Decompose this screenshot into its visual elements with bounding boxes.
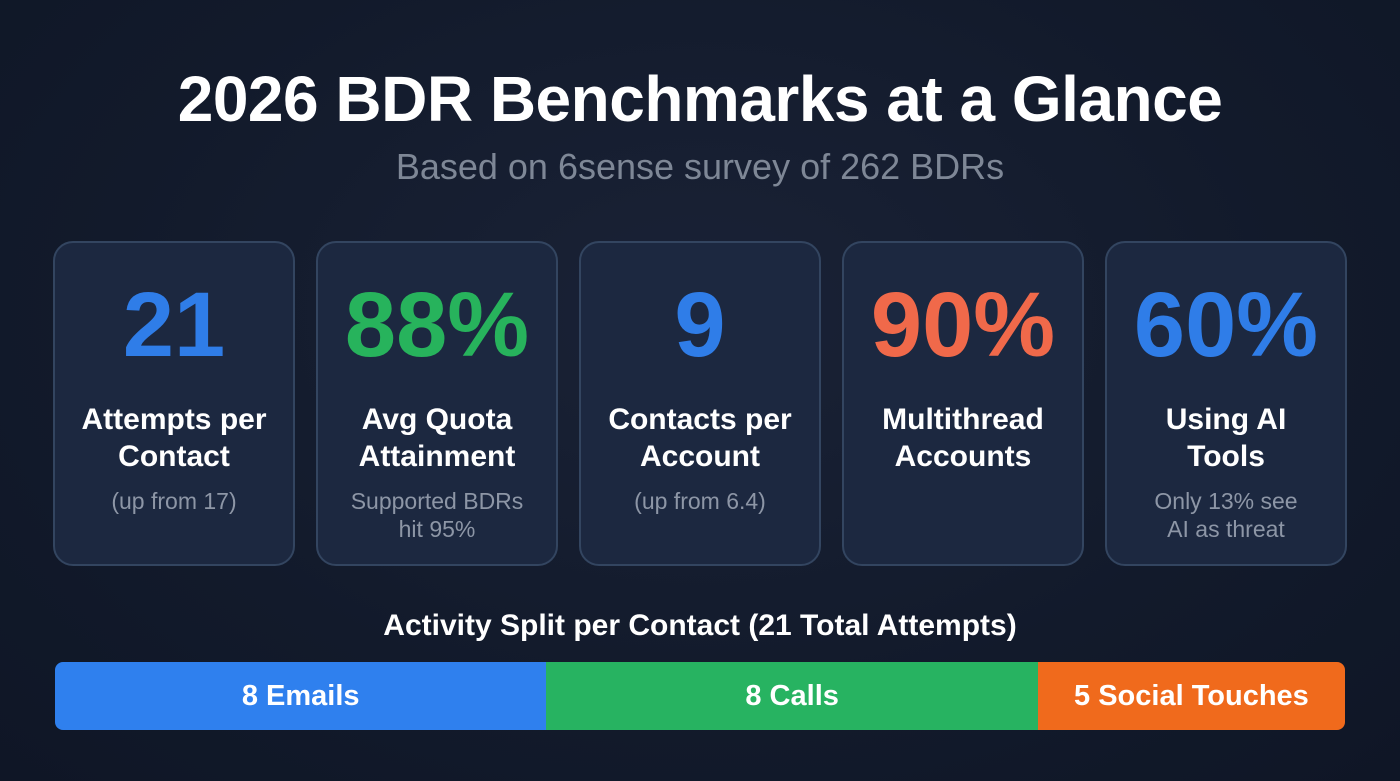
stat-label-line: Attainment bbox=[358, 440, 516, 473]
stat-label-line: Contacts per bbox=[608, 403, 792, 436]
stat-note: Only 13% see AI as threat bbox=[1154, 487, 1297, 543]
stat-note-line: (up from 6.4) bbox=[634, 488, 766, 514]
stat-value: 88% bbox=[344, 274, 530, 376]
stat-note-line: AI as threat bbox=[1167, 516, 1285, 542]
segment-emails: 8 Emails bbox=[55, 662, 547, 730]
stat-card: 9 Contacts per Account (up from 6.4) bbox=[579, 241, 821, 566]
stat-value: 21 bbox=[122, 274, 226, 376]
stat-note-line: Only 13% see bbox=[1154, 488, 1298, 514]
stat-label: Avg Quota Attainment bbox=[359, 401, 516, 475]
stat-card: 88% Avg Quota Attainment Supported BDRs hi… bbox=[316, 241, 558, 566]
stat-label-line: Attempts per bbox=[81, 403, 267, 436]
page-title: 2026 BDR Benchmarks at a Glance bbox=[177, 63, 1223, 135]
segment-calls: 8 Calls bbox=[546, 662, 1038, 730]
stat-label: Contacts per Account bbox=[608, 401, 791, 475]
segment-social-touches: 5 Social Touches bbox=[1037, 662, 1345, 730]
stat-card: 21 Attempts per Contact (up from 17) bbox=[53, 241, 295, 566]
stat-label: Multithread Accounts bbox=[882, 401, 1044, 475]
stat-note: (up from 17) bbox=[111, 487, 236, 515]
stat-card: 90% Multithread Accounts bbox=[842, 241, 1084, 566]
stat-label-line: Contact bbox=[118, 440, 230, 473]
activity-split-bar: 8 Emails 8 Calls 5 Social Touches bbox=[55, 662, 1345, 730]
stat-value: 90% bbox=[870, 274, 1056, 376]
stat-cards: 21 Attempts per Contact (up from 17) 88% … bbox=[53, 241, 1347, 566]
stat-label-line: Using AI bbox=[1165, 403, 1287, 436]
stat-value: 60% bbox=[1133, 274, 1319, 376]
stat-value: 9 bbox=[674, 274, 726, 376]
stat-label-line: Account bbox=[640, 440, 760, 473]
stat-label-line: Accounts bbox=[894, 440, 1032, 473]
stat-label: Attempts per Contact bbox=[81, 401, 266, 475]
stat-note: Supported BDRs hit 95% bbox=[351, 487, 524, 543]
stat-card: 60% Using AI Tools Only 13% see AI as thre… bbox=[1105, 241, 1347, 566]
page-subtitle: Based on 6sense survey of 262 BDRs bbox=[395, 146, 1005, 187]
stat-label: Using AI Tools bbox=[1166, 401, 1287, 475]
stat-label-line: Multithread bbox=[882, 403, 1044, 436]
stat-note-line: hit 95% bbox=[398, 516, 476, 542]
stat-label-line: Avg Quota bbox=[361, 403, 513, 436]
stat-note-line: Supported BDRs bbox=[350, 488, 524, 514]
stat-note: (up from 6.4) bbox=[634, 487, 766, 515]
stat-note-line: (up from 17) bbox=[111, 488, 237, 514]
stat-label-line: Tools bbox=[1187, 440, 1265, 473]
activity-split-title: Activity Split per Contact (21 Total Att… bbox=[383, 609, 1017, 642]
